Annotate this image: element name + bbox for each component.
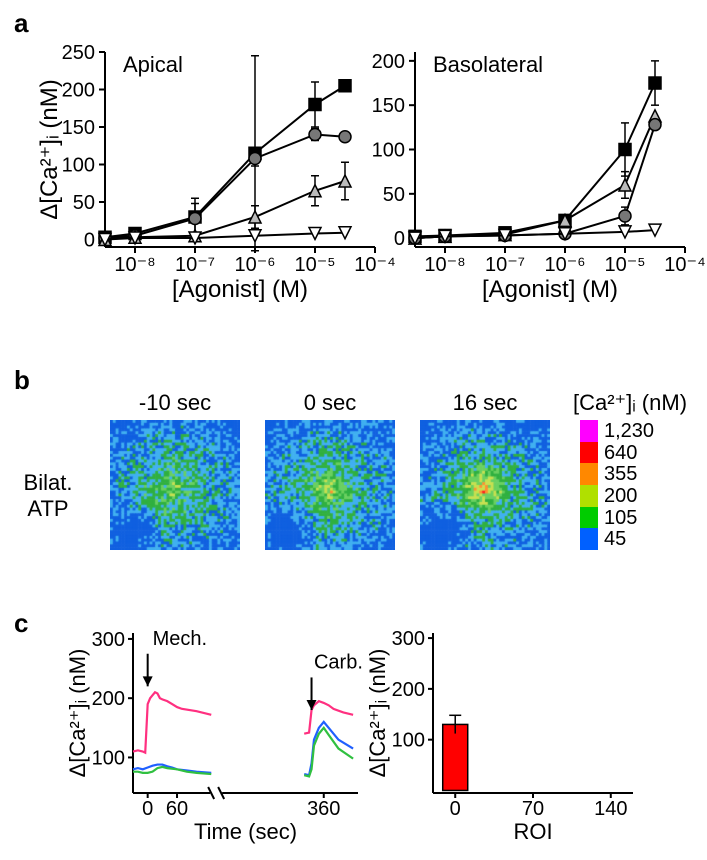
svg-text:Δ[Ca²⁺]ᵢ (nM): Δ[Ca²⁺]ᵢ (nM) [36, 79, 63, 219]
colorscale-tick-label: 1,230 [604, 420, 654, 443]
heatmap-image [420, 420, 550, 550]
colorscale-tick-label: 640 [604, 442, 637, 465]
panel-b-side-label: Bilat. ATP [8, 470, 88, 522]
svg-text:60: 60 [166, 798, 188, 820]
colorscale-segment [580, 507, 598, 529]
svg-text:10⁻⁴: 10⁻⁴ [664, 254, 705, 276]
svg-text:100: 100 [372, 140, 405, 162]
colorscale-tick-label: 45 [604, 528, 626, 551]
svg-text:250: 250 [62, 42, 95, 64]
heatmap-time-label: -10 sec [100, 390, 250, 416]
svg-text:140: 140 [594, 798, 627, 820]
svg-text:Apical: Apical [123, 52, 183, 77]
colorscale-segment [580, 442, 598, 464]
colorscale-tick-label: 200 [604, 485, 637, 508]
colorscale-segment [580, 420, 598, 442]
svg-text:10⁻⁴: 10⁻⁴ [354, 254, 395, 276]
svg-text:300: 300 [392, 628, 425, 650]
heatmap-time-label: 0 sec [255, 390, 405, 416]
panel-b-side-label-2: ATP [27, 496, 68, 521]
svg-text:0: 0 [142, 798, 153, 820]
svg-text:10⁻⁷: 10⁻⁷ [485, 254, 525, 276]
svg-text:100: 100 [392, 730, 425, 752]
colorscale-segment [580, 528, 598, 550]
svg-text:Basolateral: Basolateral [433, 52, 543, 77]
panel-b-side-label-1: Bilat. [24, 470, 73, 495]
svg-text:[Agonist] (M): [Agonist] (M) [172, 276, 308, 303]
panel-a-left-chart: 05010015020025010⁻⁸10⁻⁷10⁻⁶10⁻⁵10⁻⁴Apica… [95, 42, 445, 322]
svg-text:300: 300 [92, 629, 125, 651]
svg-text:10⁻⁵: 10⁻⁵ [604, 254, 645, 276]
svg-text:Δ[Ca²⁺]ᵢ (nM): Δ[Ca²⁺]ᵢ (nM) [65, 649, 90, 778]
colorscale-tick-label: 105 [604, 507, 637, 530]
svg-text:Time (sec): Time (sec) [194, 819, 297, 844]
colorscale-title: [Ca²⁺]ᵢ (nM) [565, 390, 695, 416]
svg-text:50: 50 [73, 192, 95, 214]
svg-text:100: 100 [92, 747, 125, 769]
svg-text:150: 150 [372, 95, 405, 117]
svg-text:10⁻⁶: 10⁻⁶ [234, 254, 275, 276]
svg-text:10⁻⁷: 10⁻⁷ [175, 254, 215, 276]
svg-text:70: 70 [522, 798, 544, 820]
svg-text:Δ[Ca²⁺]ᵢ (nM): Δ[Ca²⁺]ᵢ (nM) [365, 649, 390, 778]
svg-text:0: 0 [450, 798, 461, 820]
panel-c-label: c [14, 608, 28, 639]
panel-c-right-chart: 100200300070140Δ[Ca²⁺]ᵢ (nM)ROI [425, 625, 695, 860]
svg-text:200: 200 [62, 80, 95, 102]
svg-text:200: 200 [372, 51, 405, 73]
panel-b-label: b [14, 365, 30, 396]
heatmap-image [110, 420, 240, 550]
colorscale-tick-label: 355 [604, 463, 637, 486]
svg-text:100: 100 [62, 155, 95, 177]
colorscale-segment [580, 463, 598, 485]
svg-text:200: 200 [392, 679, 425, 701]
svg-text:Mech.: Mech. [153, 628, 207, 650]
panel-a-right-chart: 05010015020010⁻⁸10⁻⁷10⁻⁶10⁻⁵10⁻⁴Basolate… [405, 42, 707, 322]
heatmap-image [265, 420, 395, 550]
figure-root: a 0 50 100 150 200 250 10⁻⁸ 10⁻⁷ 10⁻⁶ 10⁻⁵ 10⁻⁴ Api… [0, 0, 707, 853]
colorscale-segment [580, 485, 598, 507]
svg-text:ROI: ROI [513, 819, 552, 844]
svg-text:10⁻⁸: 10⁻⁸ [114, 254, 155, 276]
svg-text:360: 360 [307, 798, 340, 820]
svg-text:10⁻⁵: 10⁻⁵ [294, 254, 335, 276]
panel-a-label: a [14, 8, 28, 39]
svg-text:10⁻⁶: 10⁻⁶ [544, 254, 585, 276]
svg-text:50: 50 [383, 184, 405, 206]
svg-text:Carb.: Carb. [314, 652, 363, 674]
svg-text:[Agonist] (M): [Agonist] (M) [482, 276, 618, 303]
svg-text:150: 150 [62, 117, 95, 139]
svg-text:200: 200 [92, 688, 125, 710]
svg-text:0: 0 [84, 230, 95, 252]
svg-text:10⁻⁸: 10⁻⁸ [424, 254, 465, 276]
svg-text:0: 0 [394, 228, 405, 250]
heatmap-time-label: 16 sec [410, 390, 560, 416]
